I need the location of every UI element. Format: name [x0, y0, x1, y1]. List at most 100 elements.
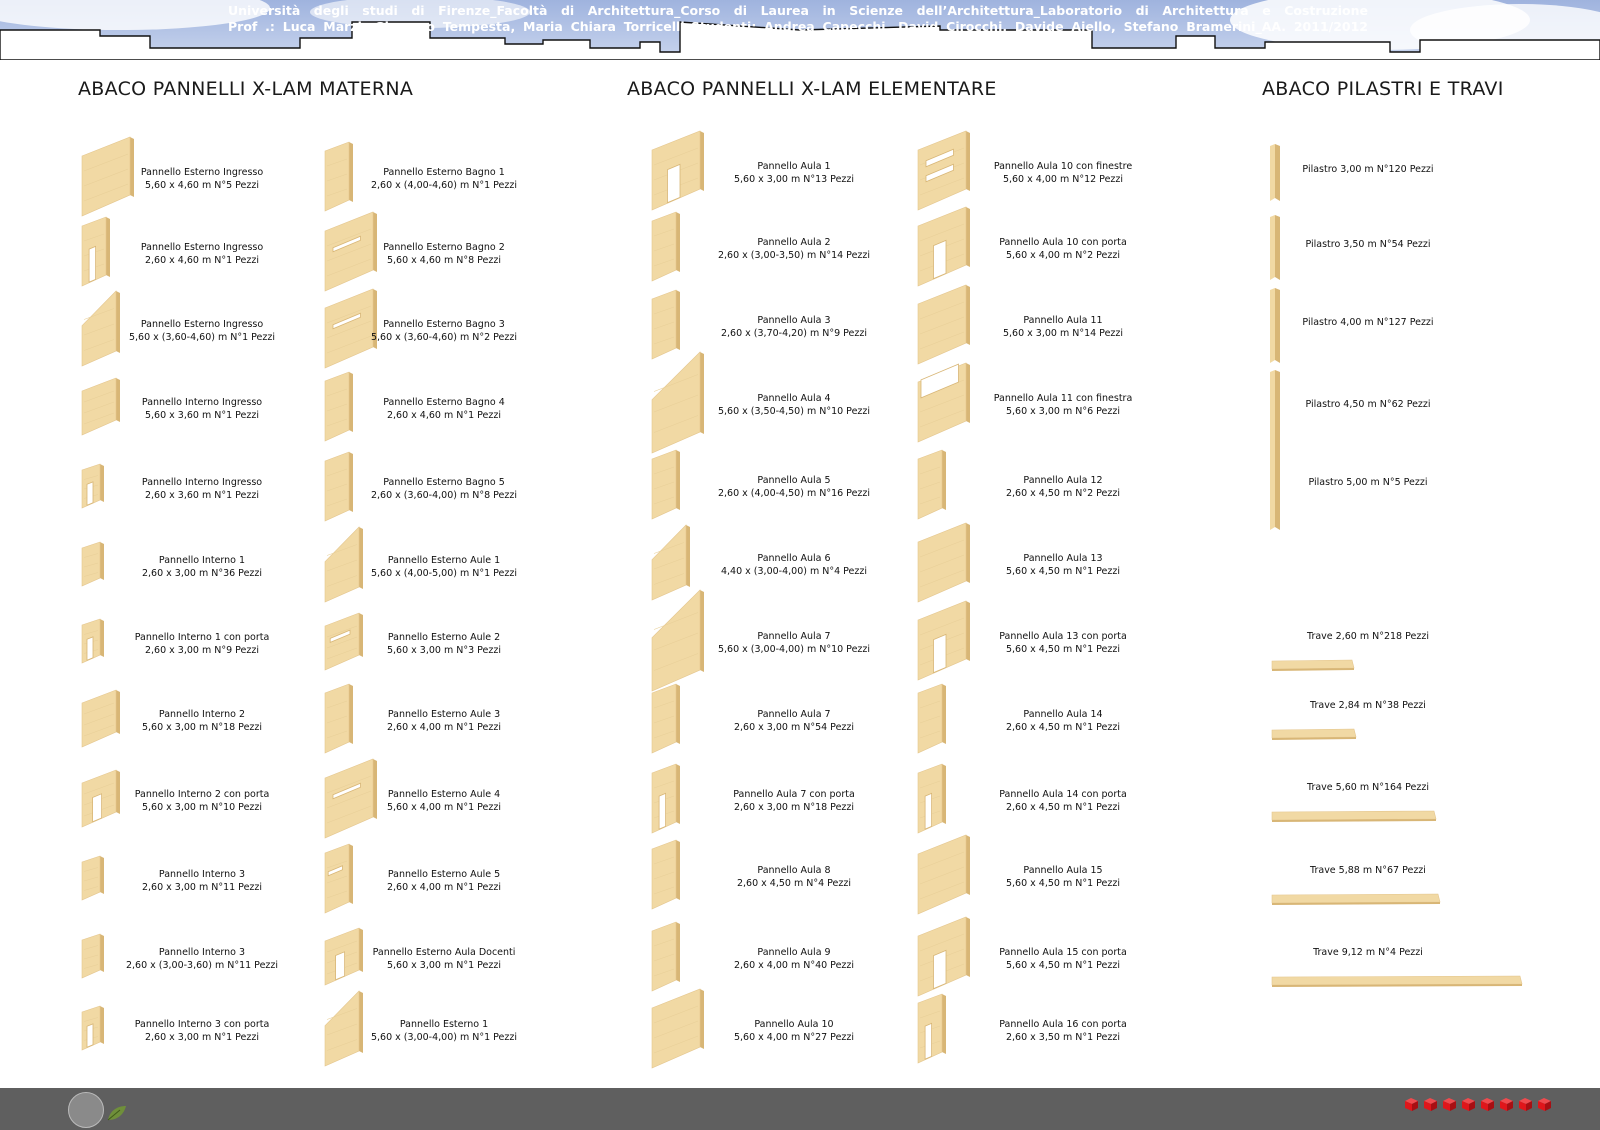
pillar-icon [1270, 370, 1280, 445]
panel-dimensions: 5,60 x (3,00-4,00) m N°10 Pezzi [717, 644, 871, 655]
xlam-panel-icon [324, 288, 377, 368]
pillar-icon [1270, 215, 1280, 280]
xlam-panel-icon [81, 289, 120, 366]
panel-label: Pannello Aula 4 5,60 x (3,50-4,50) m N°10… [718, 392, 870, 418]
panel-dimensions: 5,60 x (3,60-4,60) m N°1 Pezzi [128, 332, 276, 343]
xlam-panel-icon [81, 216, 110, 286]
panel-label: Pannello Aula 11 con finestra 5,60 x 3,00… [994, 392, 1133, 418]
panel-label: Pannello Interno 1 con porta 2,60 x 3,00 … [135, 631, 270, 657]
beam-icon [1271, 975, 1523, 987]
panel-name: Pannello Interno 3 [158, 869, 246, 880]
xlam-panel-icon [324, 211, 377, 291]
panel-dimensions: 2,60 x 4,00 m N°1 Pezzi [386, 882, 502, 893]
pillar-label: Pilastro 3,00 m N°120 Pezzi [1302, 164, 1434, 175]
panel-dimensions: 2,60 x 4,50 m N°4 Pezzi [736, 878, 852, 889]
panel-dimensions: 2,60 x (3,70-4,20) m N°9 Pezzi [720, 328, 868, 339]
xlam-panel-icon [917, 600, 970, 680]
panel-label: Pannello Esterno Aule 3 2,60 x 4,00 m N°1… [387, 708, 501, 734]
xlam-panel-icon [917, 834, 970, 914]
panel-label: Pannello Aula 10 con finestre 5,60 x 4,00… [994, 160, 1132, 186]
panel-name: Pannello Aula 13 [1023, 553, 1103, 564]
panel-label: Pannello Esterno Aula Docenti 5,60 x 3,00… [373, 946, 516, 972]
red-cube-icon [1481, 1098, 1494, 1111]
beam-label: Trave 2,60 m N°218 Pezzi [1307, 631, 1429, 642]
panel-name: Pannello Aula 6 [757, 553, 831, 564]
panel-name: Pannello Esterno Bagno 2 [383, 242, 505, 253]
panel-name: Pannello Esterno 1 [399, 1019, 489, 1030]
panel-label: Pannello Aula 7 5,60 x (3,00-4,00) m N°10… [718, 630, 870, 656]
beam-label: Trave 5,60 m N°164 Pezzi [1307, 782, 1429, 793]
panel-label: Pannello Esterno Ingresso 5,60 x (3,60-4,… [129, 318, 275, 344]
panel-dimensions: 2,60 x 3,00 m N°1 Pezzi [144, 1032, 260, 1043]
panel-name: Pannello Esterno Ingresso [140, 167, 264, 178]
panel-dimensions: 5,60 x 4,00 m N°2 Pezzi [1005, 250, 1121, 261]
xlam-panel-icon [324, 758, 377, 838]
pillar-icon [1270, 441, 1280, 530]
xlam-panel-icon [917, 284, 970, 364]
panel-label: Pannello Esterno Bagno 5 2,60 x (3,60-4,0… [371, 476, 517, 502]
panel-name: Pannello Aula 11 [1023, 315, 1103, 326]
university-seal-icon [68, 1092, 104, 1128]
panel-name: Pannello Aula 7 [757, 709, 831, 720]
panel-label: Pannello Aula 1 5,60 x 3,00 m N°13 Pezzi [734, 160, 854, 186]
panel-name: Pannello Interno 3 [158, 947, 246, 958]
xlam-panel-icon [917, 916, 970, 996]
panel-name: Pannello Aula 7 con porta [733, 789, 855, 800]
xlam-panel-icon [81, 1005, 104, 1051]
panel-label: Pannello Aula 9 2,60 x 4,00 m N°40 Pezzi [734, 946, 854, 972]
panel-dimensions: 5,60 x 3,00 m N°3 Pezzi [386, 645, 502, 656]
panel-label: Pannello Esterno Aule 5 2,60 x 4,00 m N°1… [387, 868, 501, 894]
panel-dimensions: 2,60 x 4,50 m N°1 Pezzi [1005, 802, 1121, 813]
panel-dimensions: 2,60 x 3,00 m N°36 Pezzi [141, 568, 263, 579]
panel-name: Pannello Esterno Aule 1 [387, 555, 501, 566]
panel-label: Pannello Aula 3 2,60 x (3,70-4,20) m N°9 … [721, 314, 867, 340]
panel-label: Pannello Aula 7 con porta 2,60 x 3,00 m N… [733, 788, 855, 814]
beam-icon [1271, 659, 1355, 671]
panel-label: Pannello Aula 13 5,60 x 4,50 m N°1 Pezzi [1006, 552, 1120, 578]
panel-dimensions: 2,60 x 3,00 m N°18 Pezzi [733, 802, 855, 813]
panel-label: Pannello Interno 1 2,60 x 3,00 m N°36 Pez… [142, 554, 262, 580]
xlam-panel-icon [81, 769, 120, 827]
pillar-icon [1270, 288, 1280, 363]
xlam-panel-icon [651, 211, 680, 281]
sky-skyline-banner [0, 0, 1600, 60]
panel-dimensions: 5,60 x 4,00 m N°1 Pezzi [386, 802, 502, 813]
panel-dimensions: 5,60 x 3,60 m N°1 Pezzi [144, 410, 260, 421]
panel-name: Pannello Interno Ingresso [141, 397, 263, 408]
panel-name: Pannello Esterno Aule 3 [387, 709, 501, 720]
red-cube-icon [1424, 1098, 1437, 1111]
panel-dimensions: 2,60 x (3,60-4,00) m N°8 Pezzi [370, 490, 518, 501]
panel-label: Pannello Aula 14 2,60 x 4,50 m N°1 Pezzi [1006, 708, 1120, 734]
panel-label: Pannello Interno 3 2,60 x (3,00-3,60) m N… [126, 946, 278, 972]
xlam-panel-icon [81, 136, 134, 216]
panel-name: Pannello Aula 15 [1023, 865, 1103, 876]
xlam-panel-icon [81, 463, 104, 509]
panel-label: Pannello Esterno Aule 2 5,60 x 3,00 m N°3… [387, 631, 501, 657]
xlam-panel-icon [324, 451, 353, 521]
panel-name: Pannello Aula 16 con porta [999, 1019, 1127, 1030]
xlam-panel-icon [324, 843, 353, 913]
panel-name: Pannello Aula 12 [1023, 475, 1103, 486]
panel-name: Pannello Aula 10 [754, 1019, 834, 1030]
panel-label: Pannello Esterno 1 5,60 x (3,00-4,00) m N… [371, 1018, 517, 1044]
panel-label: Pannello Interno 3 2,60 x 3,00 m N°11 Pez… [142, 868, 262, 894]
panel-dimensions: 5,60 x 4,60 m N°5 Pezzi [144, 180, 260, 191]
panel-dimensions: 2,60 x (4,00-4,60) m N°1 Pezzi [370, 180, 518, 191]
panel-name: Pannello Aula 2 [757, 237, 831, 248]
panel-label: Pannello Esterno Ingresso 2,60 x 4,60 m N… [141, 241, 263, 267]
pillar-label: Pilastro 4,00 m N°127 Pezzi [1302, 317, 1434, 328]
xlam-panel-icon [324, 927, 363, 985]
xlam-panel-icon [324, 141, 353, 211]
beam-icon [1271, 893, 1441, 905]
panel-dimensions: 2,60 x 4,50 m N°2 Pezzi [1005, 488, 1121, 499]
panel-dimensions: 2,60 x 4,00 m N°1 Pezzi [386, 722, 502, 733]
xlam-panel-icon [651, 449, 680, 519]
panel-name: Pannello Aula 4 [757, 393, 831, 404]
panel-dimensions: 5,60 x 4,00 m N°12 Pezzi [1002, 174, 1124, 185]
xlam-panel-icon [81, 618, 104, 664]
panel-label: Pannello Esterno Aule 1 5,60 x (4,00-5,00… [371, 554, 517, 580]
xlam-panel-icon [324, 612, 363, 670]
panel-name: Pannello Aula 10 con porta [999, 237, 1127, 248]
panel-dimensions: 2,60 x 3,00 m N°9 Pezzi [144, 645, 260, 656]
panel-label: Pannello Esterno Bagno 4 2,60 x 4,60 m N°… [383, 396, 505, 422]
